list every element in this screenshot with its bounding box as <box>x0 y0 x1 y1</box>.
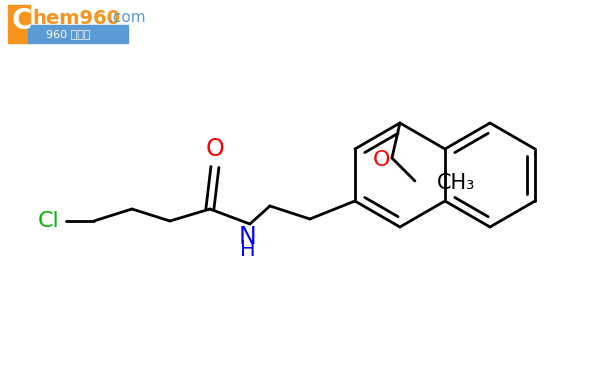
Bar <box>28 25 128 43</box>
Bar <box>8 5 30 43</box>
Text: .com: .com <box>108 10 146 26</box>
Text: CH₃: CH₃ <box>437 173 476 193</box>
Text: O: O <box>373 150 391 170</box>
Text: 960 化工网: 960 化工网 <box>46 29 90 39</box>
Text: hem960: hem960 <box>32 9 120 27</box>
Text: O: O <box>206 137 224 161</box>
Text: H: H <box>240 240 256 260</box>
Text: C: C <box>12 7 33 35</box>
Text: Cl: Cl <box>38 211 60 231</box>
Text: N: N <box>239 225 257 249</box>
